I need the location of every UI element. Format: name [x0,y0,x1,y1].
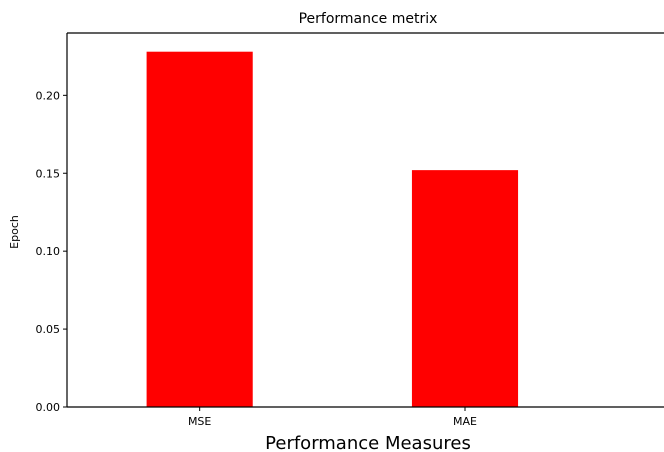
y-tick-label: 0.20 [36,89,61,102]
y-tick-label: 0.15 [36,167,61,180]
chart-title: Performance metrix [299,11,438,27]
y-tick-label: 0.05 [36,323,61,336]
y-axis-label: Epoch [8,215,21,249]
x-axis-ticks: MSE MAE [188,407,477,428]
x-axis-label: Performance Measures [265,433,471,452]
x-tick-label: MSE [188,415,211,428]
plot-area [66,32,664,408]
y-tick-label: 0.00 [36,401,61,414]
y-axis-ticks: 0.00 0.05 0.10 0.15 0.20 [36,89,67,414]
y-tick-label: 0.10 [36,245,61,258]
x-tick-label: MAE [453,415,477,428]
bar-mae [411,170,519,407]
bar-mse [146,51,253,407]
